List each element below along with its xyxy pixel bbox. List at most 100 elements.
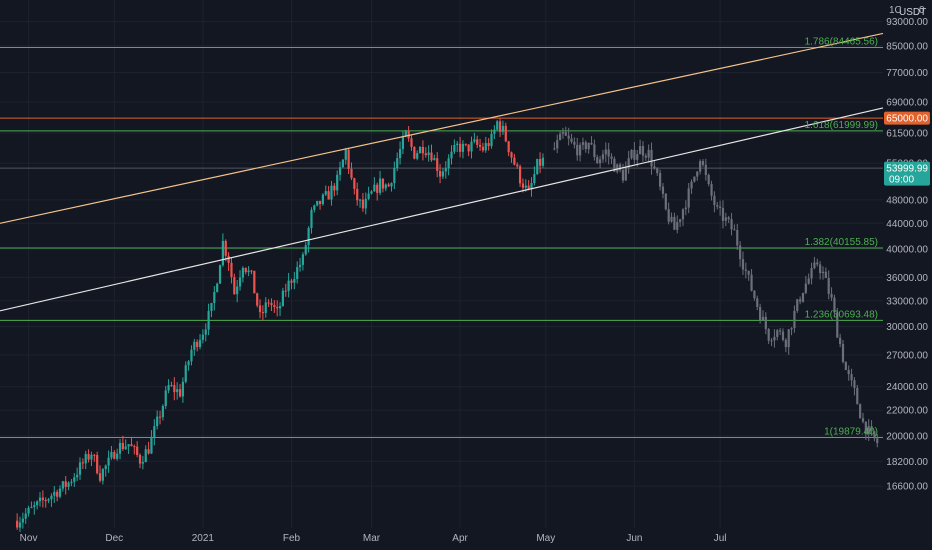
candle-body	[541, 157, 545, 166]
candle-body	[107, 457, 110, 466]
candle-body	[470, 141, 473, 152]
candle-body	[744, 269, 747, 271]
candle-body	[156, 416, 159, 427]
candle-body	[456, 143, 459, 145]
candle-body	[296, 267, 299, 280]
candle-body	[50, 495, 53, 500]
candle-body	[416, 153, 419, 159]
candle-body	[870, 426, 873, 432]
time-tick-label: Jul	[714, 533, 727, 544]
price-tick-label: 27000.00	[886, 350, 928, 361]
candle-body	[538, 159, 542, 166]
candle-body	[118, 442, 122, 454]
price-tick-label: 40000.00	[886, 245, 928, 256]
candle-body	[610, 156, 613, 159]
candle-body	[258, 305, 262, 313]
price-tick-label: 69000.00	[886, 98, 928, 109]
candle-body	[513, 157, 516, 165]
candle-body	[613, 158, 616, 172]
candle-body	[247, 270, 250, 273]
candle-body	[447, 158, 450, 169]
candle-body	[67, 482, 70, 487]
candle-body	[796, 299, 799, 311]
candle-body	[624, 167, 627, 181]
candle-body	[619, 164, 622, 171]
candle-body	[701, 161, 705, 165]
candle-body	[70, 481, 73, 483]
candle-body	[859, 404, 862, 419]
price-tick-label: 36000.00	[886, 273, 928, 284]
candle-body	[484, 143, 487, 151]
candle-body	[104, 465, 107, 470]
time-axis[interactable]: Nov Dec 2021 Feb Mar Apr May Jun Jul	[20, 533, 727, 544]
candle-body	[190, 349, 193, 362]
candle-body	[450, 151, 453, 159]
candle-body	[298, 264, 302, 268]
candle-body	[407, 131, 410, 139]
candle-body	[864, 421, 867, 435]
price-tick-label: 20000.00	[886, 431, 928, 442]
time-tick-label: Apr	[452, 533, 468, 544]
candle-body	[799, 299, 802, 302]
candle-body	[421, 146, 425, 154]
candle-body	[161, 406, 164, 418]
candle-body	[276, 307, 279, 309]
candle-body	[576, 144, 579, 156]
candle-body	[124, 446, 127, 450]
fib-level-label: 1.786(84465.56)	[805, 37, 878, 48]
candle-body	[201, 334, 204, 340]
candle-body	[256, 293, 259, 306]
fib-level-label: 1(19879.40)	[824, 426, 878, 437]
candle-body	[816, 262, 819, 265]
candle-body	[467, 144, 470, 152]
candle-body	[830, 293, 833, 298]
candle-body	[578, 144, 582, 156]
candle-body	[598, 159, 602, 164]
candle-body	[153, 426, 156, 438]
candle-body	[779, 330, 782, 332]
candle-body	[56, 491, 59, 497]
candle-body	[747, 270, 750, 275]
candle-body	[821, 271, 825, 274]
candle-body	[36, 501, 39, 506]
candle-body	[824, 271, 827, 279]
candle-body	[253, 270, 256, 294]
candle-body	[338, 167, 342, 175]
candle-body	[504, 125, 507, 142]
candle-body	[433, 158, 436, 161]
candle-body	[693, 176, 696, 182]
candle-body	[341, 159, 345, 168]
candle-body	[233, 277, 236, 295]
candles	[16, 118, 879, 532]
candle-body	[313, 205, 316, 210]
candle-body	[481, 146, 485, 151]
candle-body	[490, 133, 493, 147]
candle-body	[158, 416, 162, 418]
candle-body	[250, 270, 253, 272]
candle-body	[784, 339, 787, 348]
candle-body	[761, 316, 765, 321]
candle-body	[861, 418, 865, 422]
trendlines[interactable]	[0, 32, 884, 312]
candle-body	[587, 142, 590, 150]
candle-body	[330, 185, 333, 200]
candle-body	[853, 380, 856, 388]
candle-body	[584, 142, 587, 150]
candle-body	[90, 454, 93, 460]
candle-body	[381, 178, 385, 189]
price-tag	[884, 161, 930, 186]
candle-body	[570, 138, 573, 142]
candle-body	[301, 254, 305, 265]
candle-body	[304, 245, 307, 255]
candle-body	[21, 518, 24, 523]
candle-body	[216, 283, 219, 292]
candle-body	[167, 385, 170, 391]
candle-body	[290, 280, 293, 283]
candle-body	[418, 146, 422, 154]
candle-body	[321, 194, 325, 205]
candle-body	[213, 291, 216, 304]
price-tick-label: 85000.00	[886, 41, 928, 52]
candle-body	[244, 267, 247, 273]
candle-body	[236, 286, 239, 295]
